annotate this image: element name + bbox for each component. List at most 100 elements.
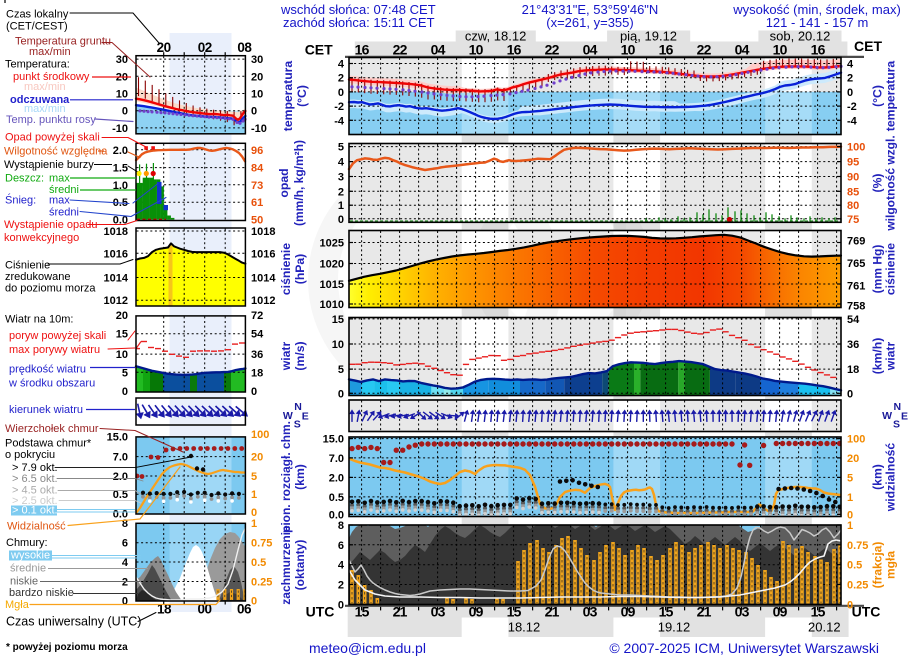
svg-text:4: 4 bbox=[338, 59, 345, 71]
svg-text:1.5: 1.5 bbox=[113, 163, 128, 175]
svg-text:15: 15 bbox=[507, 604, 522, 620]
svg-text:czw, 18.12: czw, 18.12 bbox=[465, 29, 526, 44]
svg-text:21: 21 bbox=[697, 604, 712, 620]
svg-text:54: 54 bbox=[251, 329, 264, 341]
svg-text:1016: 1016 bbox=[104, 248, 128, 260]
svg-text:15: 15 bbox=[659, 604, 674, 620]
svg-text:CET: CET bbox=[854, 38, 882, 54]
svg-text:0.0: 0.0 bbox=[113, 215, 128, 227]
svg-text:15.0: 15.0 bbox=[107, 431, 128, 443]
svg-text:1012: 1012 bbox=[104, 295, 128, 307]
svg-text:10: 10 bbox=[332, 339, 344, 351]
svg-text:0.25: 0.25 bbox=[847, 580, 868, 592]
svg-text:Opad powyżej skali: Opad powyżej skali bbox=[5, 132, 100, 144]
svg-text:21: 21 bbox=[545, 604, 560, 620]
svg-text:4: 4 bbox=[122, 557, 129, 569]
svg-text:3: 3 bbox=[338, 172, 344, 184]
svg-text:max/min: max/min bbox=[29, 46, 71, 58]
svg-text:100: 100 bbox=[847, 142, 865, 154]
svg-text:06: 06 bbox=[237, 602, 252, 617]
svg-text:4: 4 bbox=[338, 157, 345, 169]
svg-text:1014: 1014 bbox=[104, 273, 129, 285]
svg-text:Deszcz:: Deszcz: bbox=[5, 173, 44, 185]
svg-text:S: S bbox=[893, 419, 900, 431]
svg-text:Śnieg:: Śnieg: bbox=[5, 194, 36, 207]
svg-text:10: 10 bbox=[773, 42, 788, 58]
svg-text:10: 10 bbox=[116, 89, 128, 101]
svg-text:max porywy wiatru: max porywy wiatru bbox=[9, 344, 100, 356]
svg-text:10: 10 bbox=[251, 89, 263, 101]
svg-text:średni: średni bbox=[49, 207, 79, 219]
svg-text:1.0: 1.0 bbox=[113, 180, 128, 192]
svg-text:1020: 1020 bbox=[320, 259, 344, 271]
svg-text:(km/h): (km/h) bbox=[871, 338, 885, 375]
svg-text:konwekcyjnego: konwekcyjnego bbox=[4, 232, 79, 244]
svg-text:80: 80 bbox=[847, 200, 859, 212]
svg-text:(km): (km) bbox=[871, 464, 885, 490]
svg-text:20.12: 20.12 bbox=[808, 620, 841, 635]
svg-text:121 - 141 - 157 m: 121 - 141 - 157 m bbox=[766, 15, 869, 30]
svg-text:54: 54 bbox=[847, 314, 860, 326]
svg-text:> 0.1 okt.: > 0.1 okt. bbox=[12, 505, 58, 517]
svg-text:6: 6 bbox=[122, 538, 128, 550]
svg-text:-10: -10 bbox=[251, 123, 267, 135]
svg-text:1: 1 bbox=[251, 518, 257, 530]
svg-text:7.0: 7.0 bbox=[329, 453, 344, 465]
svg-text:0.5: 0.5 bbox=[847, 560, 862, 572]
svg-text:Ciśnienie: Ciśnienie bbox=[5, 260, 50, 272]
svg-text:95: 95 bbox=[847, 157, 859, 169]
svg-text:0.5: 0.5 bbox=[251, 557, 266, 569]
svg-text:1: 1 bbox=[847, 520, 853, 532]
svg-text:10: 10 bbox=[469, 42, 484, 58]
svg-text:-2: -2 bbox=[847, 101, 857, 113]
svg-text:niskie: niskie bbox=[10, 576, 38, 588]
svg-text:zachmurzenie: zachmurzenie bbox=[279, 525, 293, 605]
svg-text:ciśnienie: ciśnienie bbox=[279, 243, 293, 295]
svg-text:15: 15 bbox=[332, 314, 344, 326]
svg-text:0: 0 bbox=[251, 106, 257, 118]
svg-text:Czas lokalny: Czas lokalny bbox=[6, 9, 69, 21]
svg-text:18: 18 bbox=[847, 364, 859, 376]
svg-text:max: max bbox=[49, 195, 70, 207]
svg-text:S: S bbox=[294, 419, 301, 431]
svg-text:2: 2 bbox=[338, 580, 344, 592]
svg-text:0: 0 bbox=[847, 509, 853, 521]
svg-text:8: 8 bbox=[338, 520, 344, 532]
svg-text:96: 96 bbox=[251, 145, 263, 157]
svg-text:2: 2 bbox=[847, 73, 853, 85]
svg-text:sob, 20.12: sob, 20.12 bbox=[770, 29, 831, 44]
svg-text:15.0: 15.0 bbox=[323, 434, 344, 446]
svg-text:UTC: UTC bbox=[852, 604, 881, 620]
svg-text:1018: 1018 bbox=[251, 226, 275, 238]
svg-text:30: 30 bbox=[116, 54, 128, 66]
svg-text:0: 0 bbox=[847, 87, 853, 99]
svg-text:18: 18 bbox=[251, 367, 263, 379]
svg-text:w środku obszaru: w środku obszaru bbox=[8, 378, 95, 390]
svg-text:punkt środkowy: punkt środkowy bbox=[13, 71, 90, 83]
svg-text:Wilgotność względna: Wilgotność względna bbox=[4, 146, 108, 158]
svg-text:odczuwana: odczuwana bbox=[10, 94, 70, 106]
svg-text:02: 02 bbox=[198, 40, 212, 55]
svg-text:wysokie: wysokie bbox=[10, 550, 50, 562]
svg-text:2.0: 2.0 bbox=[113, 471, 128, 483]
svg-text:21: 21 bbox=[393, 604, 408, 620]
svg-text:temperatura: temperatura bbox=[884, 61, 898, 132]
svg-text:4: 4 bbox=[847, 59, 854, 71]
svg-text:16: 16 bbox=[659, 42, 674, 58]
svg-text:2.0: 2.0 bbox=[113, 145, 128, 157]
svg-text:wiatr: wiatr bbox=[279, 342, 293, 372]
svg-text:75: 75 bbox=[847, 214, 859, 226]
svg-text:Wiatr na 10m:: Wiatr na 10m: bbox=[5, 314, 73, 326]
svg-text:85: 85 bbox=[847, 186, 859, 198]
svg-text:18: 18 bbox=[157, 602, 172, 617]
svg-text:0.25: 0.25 bbox=[251, 577, 272, 589]
svg-text:0.5: 0.5 bbox=[329, 492, 344, 504]
svg-text:max: max bbox=[49, 173, 70, 185]
svg-text:wysokość (min, środek, max): wysokość (min, środek, max) bbox=[732, 2, 901, 17]
svg-text:1010: 1010 bbox=[320, 299, 344, 311]
svg-text:Wierzchołek chmur: Wierzchołek chmur bbox=[5, 423, 99, 435]
svg-text:0: 0 bbox=[847, 388, 853, 400]
svg-text:E: E bbox=[901, 410, 908, 422]
svg-text:(frakcja): (frakcja) bbox=[871, 542, 885, 589]
svg-text:72: 72 bbox=[251, 310, 263, 322]
